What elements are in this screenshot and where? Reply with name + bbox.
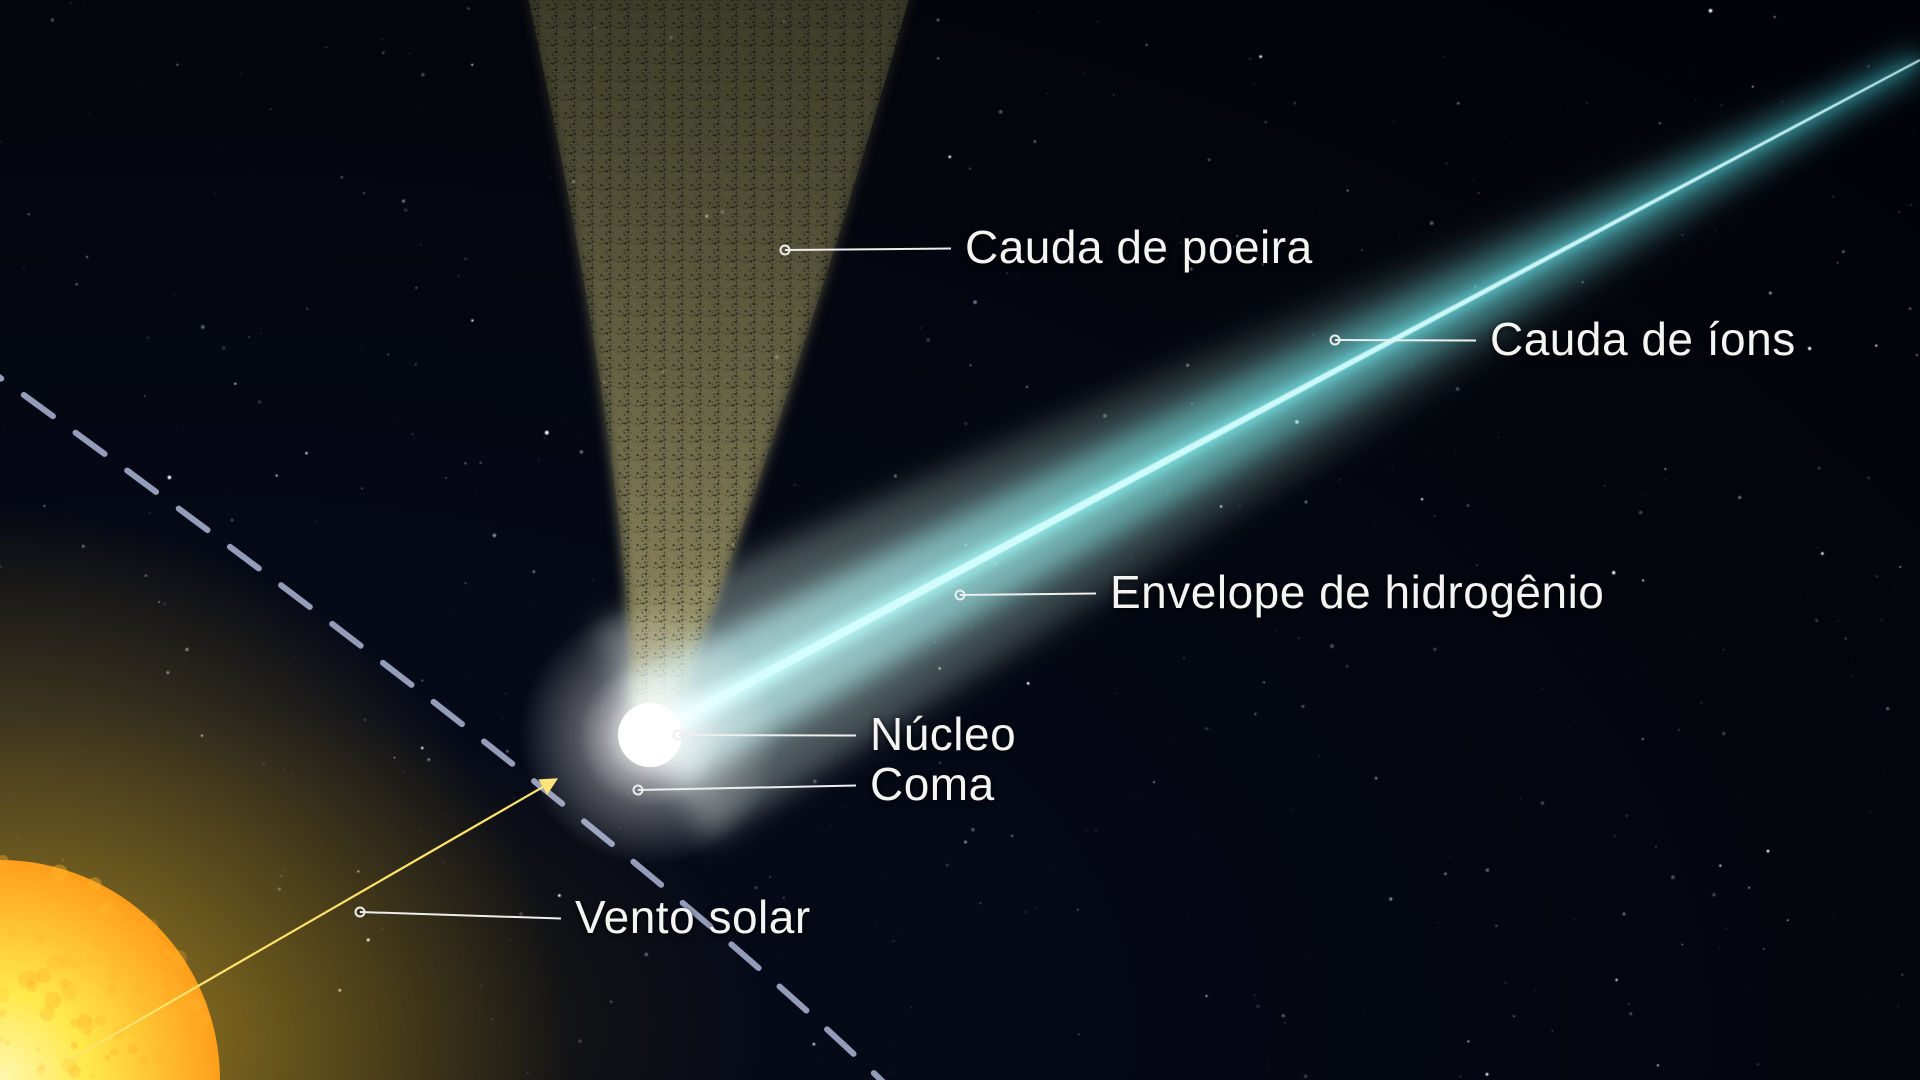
label-h-envelope: Envelope de hidrogênio [1110, 565, 1604, 619]
scene-svg [0, 0, 1920, 1080]
nucleus [618, 703, 682, 767]
label-nucleus: Núcleo [870, 707, 1016, 761]
label-ion-tail: Cauda de íons [1490, 312, 1796, 366]
label-dust-tail: Cauda de poeira [965, 220, 1313, 274]
label-solar-wind: Vento solar [575, 890, 811, 944]
comet-anatomy-diagram: Cauda de poeira Cauda de íons Envelope d… [0, 0, 1920, 1080]
label-coma: Coma [870, 757, 995, 811]
